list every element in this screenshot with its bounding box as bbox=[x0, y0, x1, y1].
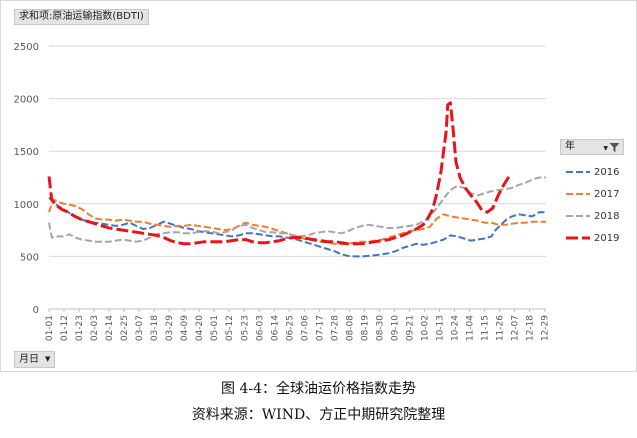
x-tick-label: 11-04 bbox=[466, 315, 476, 341]
value-field-button[interactable]: 求和项:原油运输指数(BDTI) bbox=[14, 9, 149, 25]
x-tick-label: 07-28 bbox=[330, 315, 340, 341]
x-tick-label: 01-23 bbox=[75, 315, 85, 341]
legend: 2016 2017 2018 2019 bbox=[566, 161, 619, 249]
x-tick-label: 12-18 bbox=[526, 315, 536, 341]
legend-label: 2019 bbox=[594, 232, 620, 244]
legend-swatch bbox=[566, 171, 590, 173]
legend-field-button[interactable]: 年 ▼ bbox=[560, 139, 624, 155]
legend-swatch bbox=[566, 193, 590, 195]
x-tick-label: 02-14 bbox=[105, 315, 115, 341]
x-tick-label: 09-21 bbox=[405, 315, 415, 341]
y-tick-label: 500 bbox=[20, 252, 39, 263]
x-tick-label: 06-03 bbox=[255, 315, 265, 341]
x-tick-label: 03-18 bbox=[150, 315, 160, 341]
x-tick-label: 07-17 bbox=[315, 315, 325, 341]
legend-swatch bbox=[566, 215, 590, 217]
x-tick-label: 08-30 bbox=[375, 315, 385, 341]
legend-item-2019: 2019 bbox=[566, 227, 619, 249]
x-tick-label: 04-20 bbox=[195, 315, 205, 341]
x-tick-label: 02-25 bbox=[120, 315, 130, 341]
axis-field-label: 月日 bbox=[19, 354, 39, 365]
legend-label: 2017 bbox=[594, 188, 620, 200]
x-tick-label: 11-15 bbox=[481, 315, 491, 341]
y-tick-label: 2500 bbox=[14, 42, 39, 53]
x-tick-label: 05-12 bbox=[225, 315, 235, 341]
y-tick-label: 2000 bbox=[14, 95, 39, 106]
x-tick-label: 02-03 bbox=[90, 315, 100, 341]
x-tick-label: 05-23 bbox=[240, 315, 250, 341]
chart-area: 0 500 1000 1500 2000 2500 01-01 01-12 01-23 02-0… bbox=[0, 0, 637, 372]
legend-item-2017: 2017 bbox=[566, 183, 619, 205]
x-tick-label: 06-25 bbox=[285, 315, 295, 341]
x-tick-label: 05-01 bbox=[210, 315, 220, 341]
x-tick-label: 01-12 bbox=[60, 315, 70, 341]
x-tick-label: 01-01 bbox=[45, 315, 55, 341]
y-tick-label: 1000 bbox=[14, 200, 39, 211]
x-tick-label: 08-19 bbox=[360, 315, 370, 341]
series-line-2016 bbox=[48, 196, 546, 258]
x-tick-label: 03-29 bbox=[165, 315, 175, 341]
x-tick-label: 10-02 bbox=[420, 315, 430, 341]
x-tick-label: 03-07 bbox=[135, 315, 145, 341]
x-tick-label: 04-09 bbox=[180, 315, 190, 341]
legend-swatch bbox=[566, 236, 590, 240]
legend-label: 2016 bbox=[594, 166, 620, 178]
line-chart: 0 500 1000 1500 2000 2500 01-01 01-12 01-23 02-0… bbox=[0, 0, 637, 372]
legend-label: 2018 bbox=[594, 210, 620, 222]
legend-item-2018: 2018 bbox=[566, 205, 619, 227]
x-tick-label: 10-13 bbox=[436, 315, 446, 341]
legend-field-label: 年 bbox=[565, 141, 575, 152]
axis-field-button[interactable]: 月日 ▼ bbox=[14, 351, 56, 368]
series-line-2018 bbox=[48, 176, 546, 243]
filter-icon bbox=[609, 143, 620, 152]
x-tick-label: 10-24 bbox=[451, 315, 461, 341]
x-tick-label: 11-26 bbox=[496, 315, 506, 341]
y-tick-label: 1500 bbox=[14, 147, 39, 158]
x-tick-label: 12-29 bbox=[541, 315, 551, 341]
source-caption: 资料来源：WIND、方正中期研究院整理 bbox=[191, 407, 446, 423]
x-tick-label: 06-14 bbox=[270, 315, 280, 341]
dropdown-arrow-icon: ▼ bbox=[603, 145, 608, 152]
x-tick-label: 07-06 bbox=[300, 315, 310, 341]
x-tick-label: 08-08 bbox=[345, 315, 355, 341]
x-tick-label: 12-07 bbox=[511, 315, 521, 341]
dropdown-arrow-icon: ▼ bbox=[45, 355, 51, 363]
x-tick-label: 09-10 bbox=[390, 315, 400, 341]
y-tick-label: 0 bbox=[33, 305, 39, 316]
legend-item-2016: 2016 bbox=[566, 161, 619, 183]
figure-caption: 图 4-4：全球油运价格指数走势 bbox=[221, 381, 416, 397]
